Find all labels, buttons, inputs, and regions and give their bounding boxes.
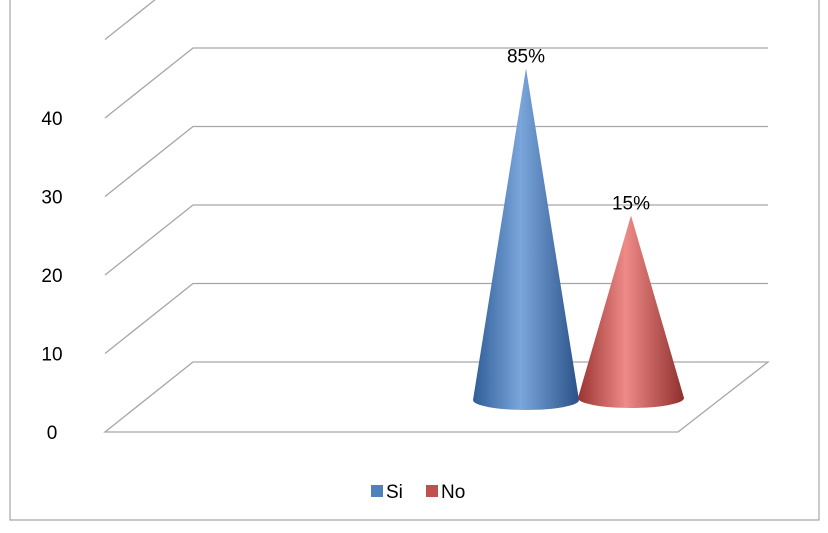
floor — [103, 361, 770, 433]
gridline — [104, 282, 768, 355]
y-tick-label: 40 — [41, 109, 62, 130]
data-label-si: 85% — [507, 46, 545, 67]
legend: Si No — [371, 482, 465, 503]
cone-no — [578, 215, 684, 408]
legend-item-si: Si — [371, 482, 403, 503]
legend-swatch — [371, 485, 383, 497]
y-tick-label: 20 — [41, 266, 62, 287]
gridline — [104, 204, 768, 276]
cone-si — [473, 68, 579, 411]
y-tick-labels: 0 10 20 30 40 — [41, 109, 62, 444]
cones — [473, 68, 684, 411]
y-tick-label: 0 — [47, 423, 58, 444]
chart-border — [9, 0, 820, 521]
gridline — [104, 47, 768, 119]
gridline — [104, 0, 156, 41]
legend-swatch — [426, 485, 438, 497]
legend-label: Si — [386, 482, 403, 503]
gridline — [104, 125, 768, 198]
legend-item-no: No — [426, 482, 465, 503]
data-label-no: 15% — [612, 193, 650, 214]
y-tick-label: 10 — [41, 345, 62, 366]
gridlines — [104, 0, 768, 355]
y-tick-label: 30 — [41, 188, 62, 209]
data-labels: 85% 15% — [507, 46, 650, 214]
floor-outline — [103, 361, 770, 433]
legend-label: No — [441, 482, 465, 503]
